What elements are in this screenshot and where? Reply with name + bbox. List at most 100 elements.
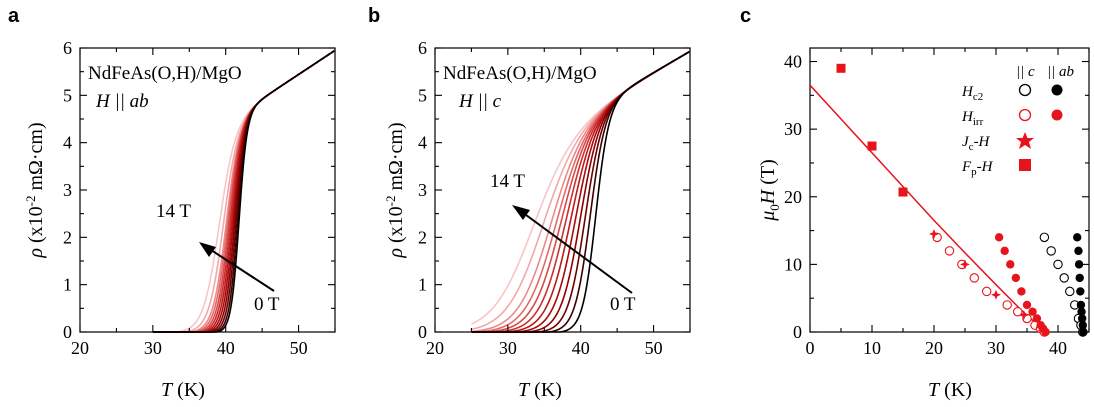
panel-c-fit-line (809, 84, 1047, 333)
y-tick-label: 30 (784, 119, 802, 139)
legend-label-fp: Fp-H (961, 159, 994, 178)
panel-a-letter: a (8, 5, 20, 27)
point-hc2-ab (1075, 273, 1084, 283)
panel-a-x-ticks: 20 30 40 50 (71, 48, 336, 358)
point-hc2-ab (1078, 321, 1088, 330)
point-hirr-c (1002, 300, 1012, 310)
y-tick-label: 2 (63, 227, 72, 247)
panel-c-letter: c (740, 5, 751, 27)
point-jc-h (991, 289, 1001, 300)
panel-b-field-orientation: H || c (458, 91, 502, 112)
x-tick-label: 40 (572, 338, 590, 358)
y-tick-label: 40 (784, 52, 802, 72)
y-tick-label: 6 (418, 38, 427, 58)
x-tick-label: 10 (863, 338, 881, 358)
point-hc2-ab (1079, 327, 1088, 337)
legend-header-c: || c (1016, 64, 1035, 80)
panel-b: b 20 30 40 50 0 1 2 3 4 5 6 NdFeAs(O,H)/MgO H || … (368, 5, 691, 401)
panel-b-label-0T: 0 T (610, 294, 636, 315)
y-tick-label: 4 (63, 133, 72, 153)
point-hirr-ab (994, 233, 1004, 242)
point-fp-h (836, 63, 846, 73)
x-tick-label: 40 (217, 338, 235, 358)
panel-b-y-ticks: 0 1 2 3 4 5 6 (418, 38, 690, 342)
legend-marker-fp (1019, 159, 1031, 171)
panel-a-sample-label: NdFeAs(O,H)/MgO (88, 63, 242, 84)
y-tick-label: 6 (63, 38, 72, 58)
rho-curve-5T (152, 50, 335, 333)
x-tick-label: 50 (645, 338, 663, 358)
x-tick-label: 30 (144, 338, 162, 358)
legend-label-hirr: Hirr (961, 109, 984, 128)
rho-curve-7T (152, 50, 335, 333)
y-tick-label: 2 (418, 227, 427, 247)
point-hirr-ab (1017, 287, 1026, 296)
y-tick-label: 0 (793, 322, 802, 342)
point-hc2-c (1053, 259, 1063, 270)
panel-a-arrow (199, 242, 275, 292)
legend-header-ab: || ab (1047, 64, 1074, 80)
panel-a-field-orientation: H || ab (95, 91, 149, 112)
x-tick-label: 20 (925, 338, 943, 358)
panel-a-label-0T: 0 T (254, 294, 280, 315)
point-hirr-ab (1000, 246, 1009, 256)
panel-a-y-axis-label: ρ (x10-2 mΩ·cm) (23, 122, 48, 258)
point-hc2-ab (1077, 307, 1086, 316)
x-tick-label: 50 (290, 338, 308, 358)
y-tick-label: 20 (784, 187, 802, 207)
panel-a-label-14T: 14 T (156, 201, 191, 222)
legend-marker-hc2-c (1018, 83, 1032, 97)
point-hirr-c (981, 286, 992, 297)
fit-line (809, 84, 1047, 333)
y-tick-label: 0 (418, 322, 427, 342)
panel-c-data-points (836, 63, 1088, 337)
legend-marker-jc (1016, 132, 1034, 149)
y-tick-label: 4 (418, 133, 427, 153)
panel-b-x-axis-label: T (K) (518, 379, 562, 401)
point-hirr-c (944, 246, 955, 256)
y-tick-label: 10 (784, 254, 802, 274)
x-tick-label: 0 (806, 338, 815, 358)
legend-label-jc: Jc-H (962, 134, 991, 153)
rho-curve-2T (152, 50, 335, 333)
panel-b-label-14T: 14 T (490, 171, 525, 192)
panel-b-arrow (512, 205, 633, 294)
x-tick-label: 20 (71, 338, 89, 358)
panel-c: c 0 10 20 30 40 0 10 20 30 40 || c || ab Hc2 Hir… (740, 5, 1090, 401)
point-hirr-ab (1006, 260, 1015, 269)
legend-marker-hirr-ab (1051, 109, 1063, 121)
rho-curve-3T (152, 50, 335, 333)
point-hc2-ab (1077, 314, 1087, 323)
legend-marker-hc2-ab (1051, 84, 1063, 96)
panel-c-y-ticks: 0 10 20 30 40 (784, 52, 1089, 342)
rho-curve-8T (152, 50, 335, 333)
point-hirr-c (969, 273, 980, 283)
point-jc-h (960, 259, 970, 270)
panel-a-curves (152, 50, 335, 333)
y-tick-label: 5 (418, 85, 427, 105)
x-tick-label: 40 (1049, 338, 1067, 358)
panel-a: a 20 30 40 50 0 1 2 3 4 5 6 NdFeAs(O,H)/MgO H || … (8, 5, 336, 401)
panel-b-x-ticks: 20 30 40 50 (426, 48, 691, 358)
point-hc2-c (1065, 286, 1075, 297)
panel-a-x-axis-label: T (K) (161, 379, 205, 401)
legend-label-hc2: Hc2 (961, 84, 983, 103)
point-hc2-ab (1074, 246, 1083, 256)
point-jc-h (1037, 325, 1048, 336)
point-fp-h (867, 141, 877, 151)
point-hirr-ab (1028, 307, 1037, 316)
point-hirr-ab (1022, 300, 1032, 310)
panel-c-x-ticks: 0 10 20 30 40 (806, 48, 1090, 358)
point-hirr-ab (1011, 273, 1021, 283)
y-tick-label: 1 (63, 275, 72, 295)
point-hc2-ab (1076, 300, 1086, 310)
rho-curve-1T (152, 50, 335, 333)
point-hc2-ab (1073, 233, 1082, 242)
point-jc-h (929, 228, 939, 239)
point-hc2-ab (1074, 260, 1084, 269)
rho-curve-4T (152, 50, 335, 333)
panel-b-y-axis-label: ρ (x10-2 mΩ·cm) (383, 122, 408, 258)
point-hc2-c (1039, 232, 1050, 243)
x-tick-label: 30 (499, 338, 517, 358)
